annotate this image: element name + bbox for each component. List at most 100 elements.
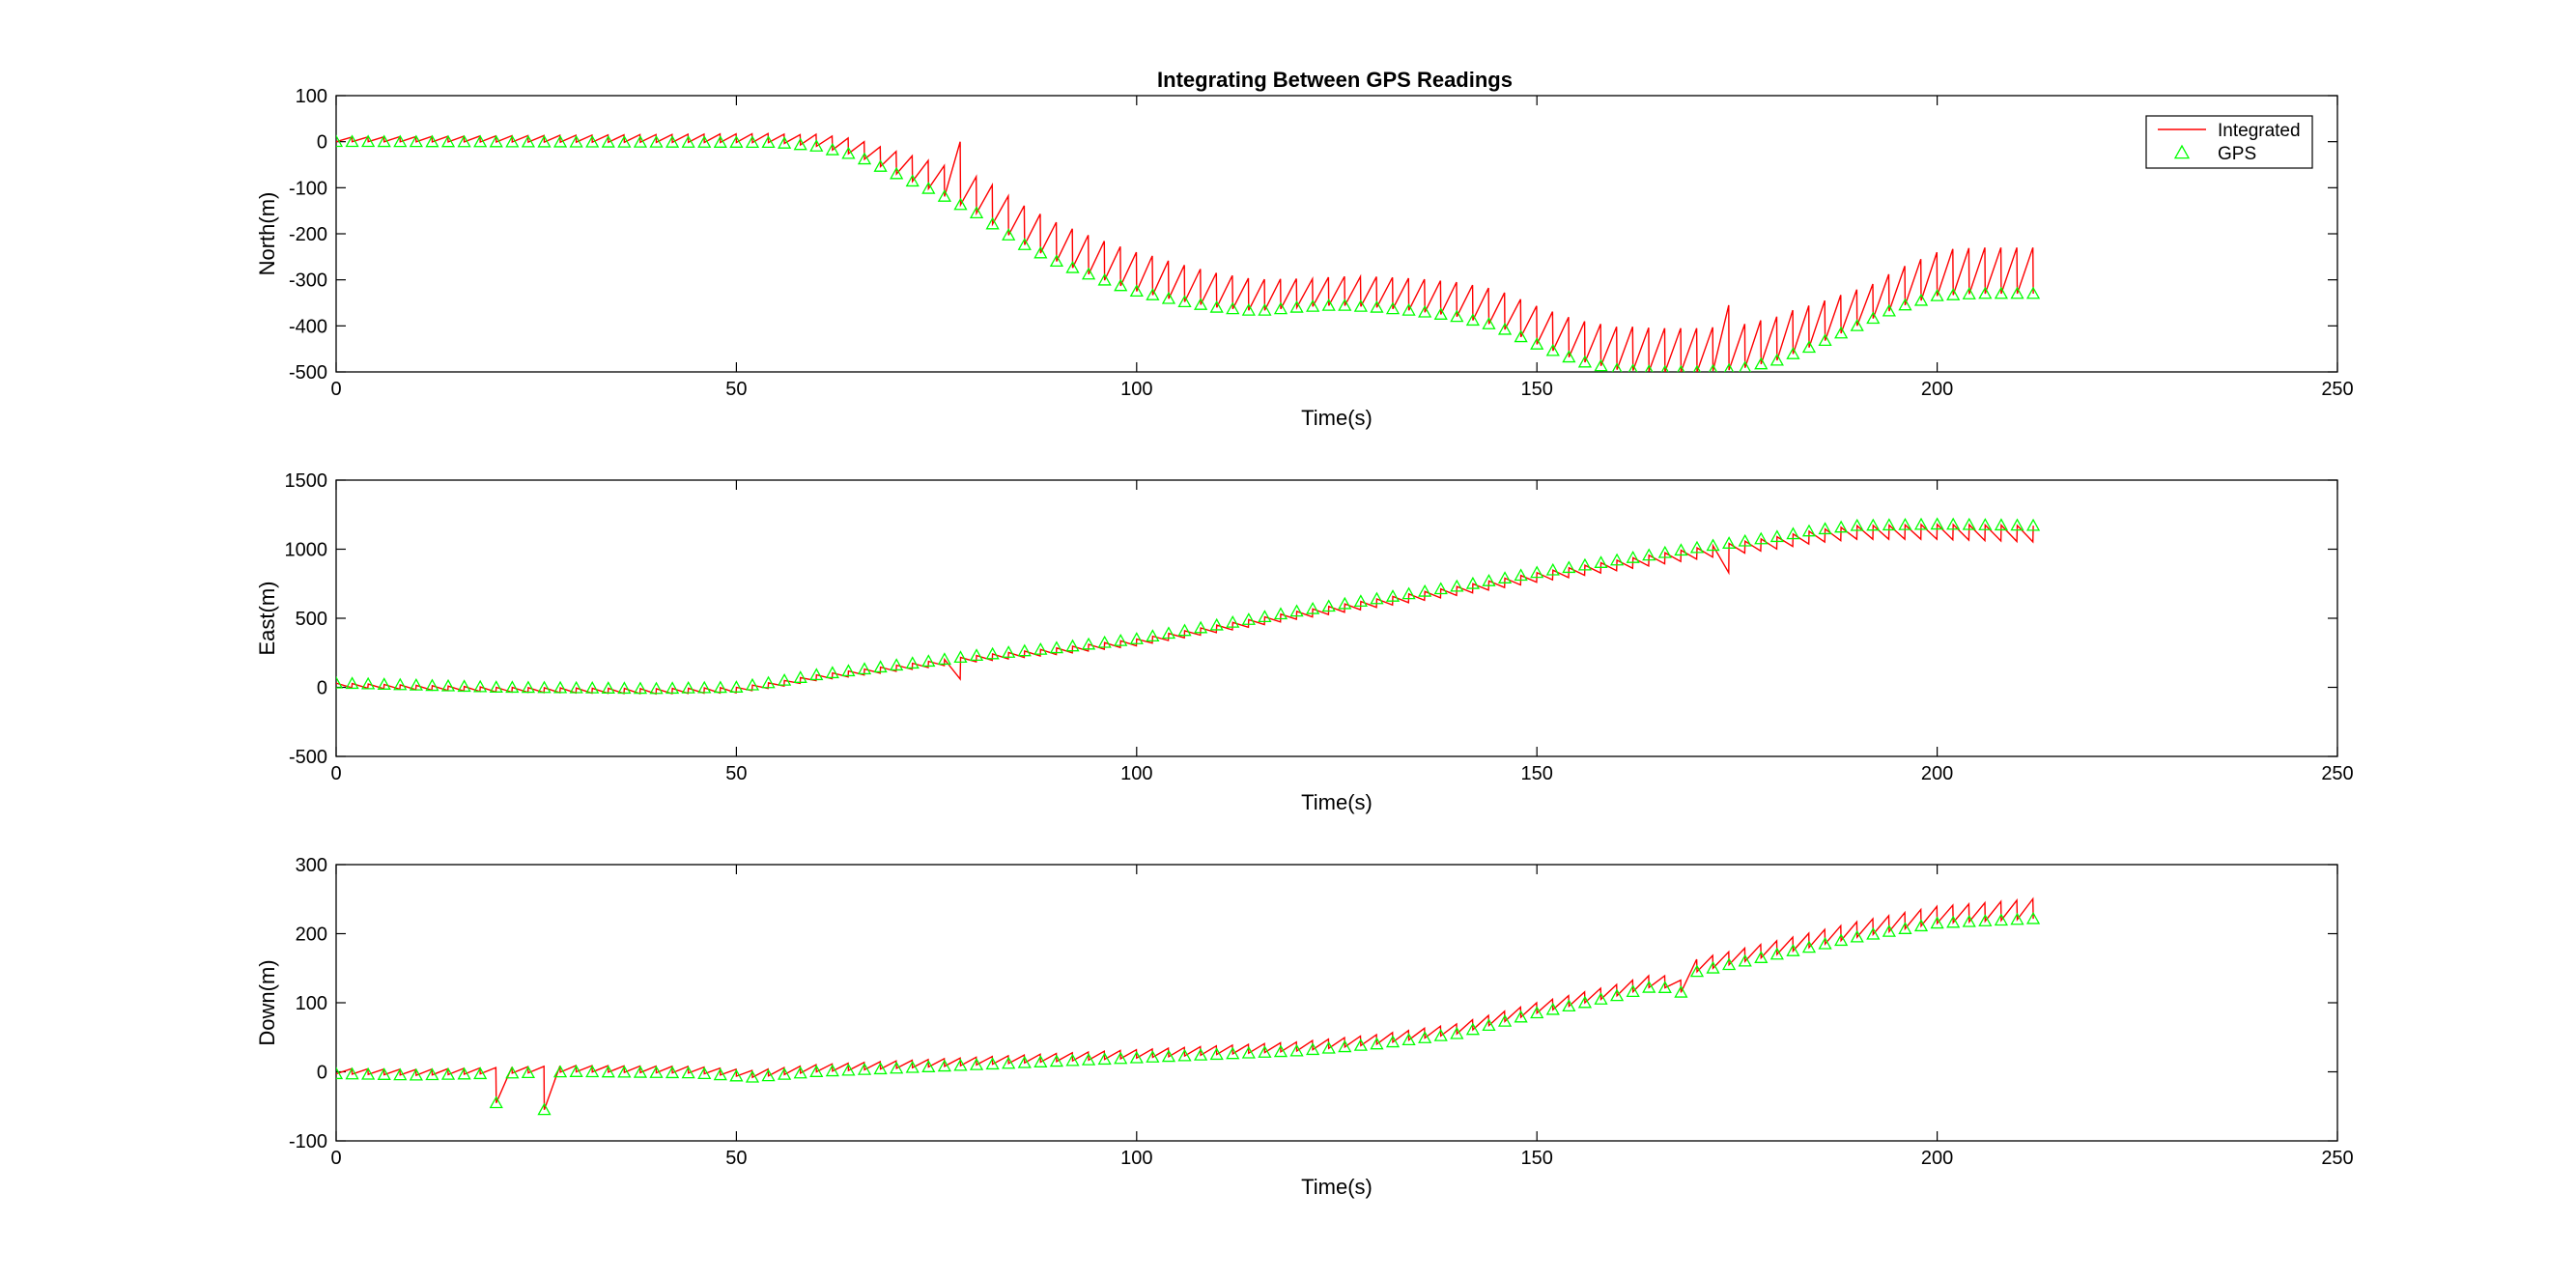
y-tick-label: 300	[296, 855, 327, 876]
gps-point	[729, 135, 744, 148]
gps-point	[1370, 591, 1384, 605]
gps-point	[457, 1067, 471, 1080]
gps-point	[1530, 337, 1544, 350]
gps-point	[665, 681, 680, 695]
gps-point	[1530, 565, 1544, 579]
gps-point	[793, 1066, 807, 1079]
x-tick-label: 250	[2321, 379, 2353, 400]
gps-point	[1786, 944, 1800, 956]
gps-point	[921, 654, 936, 668]
gps-point	[1097, 272, 1112, 286]
gps-point	[1545, 562, 1560, 576]
x-tick-label: 50	[725, 1148, 747, 1169]
gps-point	[1674, 543, 1688, 556]
gps-point	[569, 1065, 583, 1077]
gps-point	[1962, 517, 1976, 530]
gps-point	[457, 679, 471, 693]
x-tick-label: 200	[1921, 1148, 1953, 1169]
gps-point	[1706, 960, 1720, 974]
gps-point	[1433, 1028, 1448, 1041]
x-tick-label: 0	[330, 763, 341, 784]
gps-point	[1801, 524, 1817, 537]
gps-point	[1769, 947, 1784, 960]
gps-point	[1017, 643, 1032, 657]
gps-point	[745, 677, 760, 691]
gps-point	[1723, 362, 1735, 372]
gps-point	[409, 1067, 423, 1081]
gps-point	[825, 666, 839, 679]
gps-point	[1097, 1052, 1112, 1066]
gps-point	[1258, 610, 1272, 623]
gps-point	[1385, 589, 1401, 602]
gps-point	[2010, 286, 2024, 299]
gps-point	[1626, 551, 1640, 563]
gps-point	[1689, 964, 1705, 978]
gps-point	[1002, 228, 1016, 241]
gps-point	[1418, 1031, 1432, 1043]
gps-point	[345, 134, 359, 148]
legend-box	[2145, 115, 2313, 169]
gps-point	[809, 139, 824, 152]
gps-point	[1193, 620, 1208, 634]
axes-box	[335, 479, 2338, 757]
gps-point	[1739, 360, 1752, 372]
gps-point	[2025, 518, 2041, 531]
y-tick-label: -300	[289, 270, 327, 292]
gps-point	[601, 681, 615, 694]
gps-point	[521, 1066, 536, 1079]
y-axis-label: East(m)	[255, 582, 279, 656]
gps-point	[1994, 518, 2009, 531]
gps-point	[729, 680, 744, 693]
gps-point	[985, 216, 1000, 230]
gps-point	[1657, 545, 1672, 558]
y-tick-label: -100	[289, 1131, 327, 1152]
gps-point	[1913, 919, 1929, 932]
gps-point	[1465, 313, 1481, 327]
gps-point	[1081, 637, 1096, 650]
gps-point	[1866, 926, 1881, 940]
gps-point	[489, 134, 503, 148]
x-tick-label: 50	[725, 763, 747, 784]
series-integrated-line	[336, 523, 2034, 696]
gps-point	[793, 137, 807, 151]
gps-point	[1177, 1048, 1192, 1062]
gps-point	[793, 670, 807, 683]
gps-point	[409, 678, 423, 691]
y-axis-label: North(m)	[255, 192, 279, 276]
gps-point	[873, 660, 888, 673]
gps-point	[1385, 1035, 1401, 1048]
gps-point	[377, 1067, 391, 1080]
gps-point	[1882, 518, 1896, 531]
gps-point	[1193, 1048, 1208, 1061]
plot-area	[336, 517, 2041, 696]
gps-point	[361, 134, 376, 148]
gps-point	[681, 135, 695, 148]
gps-point	[857, 1063, 872, 1075]
gps-point	[1962, 914, 1976, 927]
gps-point	[649, 1066, 664, 1078]
gps-point	[1306, 601, 1320, 614]
gps-point	[361, 1067, 376, 1080]
gps-point	[1209, 617, 1224, 631]
x-axis-label: Time(s)	[1301, 790, 1373, 814]
triangle-icon	[2173, 144, 2191, 159]
gps-point	[601, 134, 615, 148]
gps-point	[1370, 299, 1384, 313]
gps-point	[1338, 1039, 1352, 1053]
legend-integrated-label: Integrated	[2218, 121, 2301, 141]
gps-point	[1401, 1033, 1416, 1046]
gps-point	[409, 134, 423, 148]
gps-point	[1577, 355, 1593, 368]
y-tick-label: -500	[289, 747, 327, 768]
gps-point	[1401, 586, 1416, 600]
gps-point	[440, 1067, 456, 1080]
gps-point	[440, 678, 456, 692]
gps-point	[1273, 607, 1288, 620]
y-tick-label: 100	[296, 993, 327, 1014]
gps-point	[1657, 981, 1672, 993]
gps-point	[697, 135, 712, 148]
gps-point	[1978, 914, 1993, 926]
gps-point	[1754, 951, 1769, 963]
gps-point	[2010, 518, 2024, 531]
gps-point	[1577, 557, 1593, 571]
